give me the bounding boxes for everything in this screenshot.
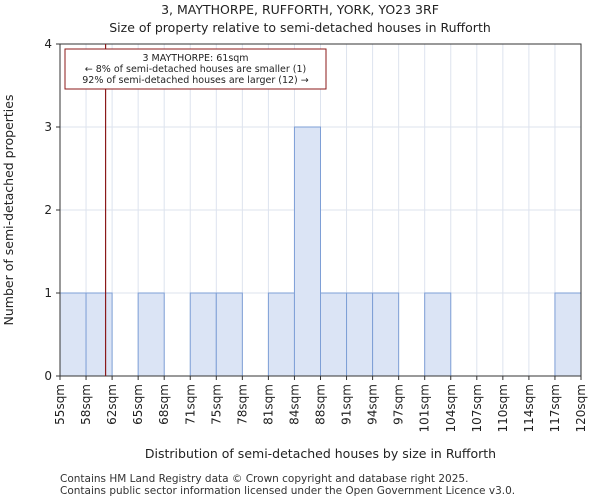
x-tick-label-84sqm: 84sqm	[287, 384, 301, 425]
x-tick-label-75sqm: 75sqm	[209, 384, 223, 425]
x-tick-label-81sqm: 81sqm	[261, 384, 275, 425]
x-tick-label-114sqm: 114sqm	[522, 384, 536, 432]
x-tick-label-104sqm: 104sqm	[444, 384, 458, 432]
y-tick-label-4: 4	[44, 37, 52, 51]
y-tick-label-2: 2	[44, 203, 52, 217]
x-tick-label-78sqm: 78sqm	[235, 384, 249, 425]
bar-88sqm	[320, 292, 348, 377]
footer-licence: Contains public sector information licen…	[60, 485, 516, 497]
footer-copyright: Contains HM Land Registry data © Crown c…	[60, 473, 469, 485]
x-tick-label-58sqm: 58sqm	[79, 384, 93, 425]
bar-71sqm	[189, 292, 217, 377]
bar-81sqm	[267, 292, 295, 377]
x-tick-label-88sqm: 88sqm	[314, 384, 328, 425]
x-tick-label-101sqm: 101sqm	[418, 384, 432, 432]
y-tick-label-1: 1	[44, 286, 52, 300]
x-tick-label-110sqm: 110sqm	[496, 384, 510, 432]
x-tick-label-94sqm: 94sqm	[366, 384, 380, 425]
x-tick-label-71sqm: 71sqm	[183, 384, 197, 425]
bar-117sqm	[554, 292, 582, 377]
x-tick-label-107sqm: 107sqm	[470, 384, 484, 432]
x-tick-label-117sqm: 117sqm	[548, 384, 562, 432]
x-tick-label-68sqm: 68sqm	[157, 384, 171, 425]
bar-94sqm	[372, 292, 400, 377]
x-tick-label-120sqm: 120sqm	[574, 384, 588, 432]
y-axis-label: Number of semi-detached properties	[1, 95, 16, 326]
bar-101sqm	[424, 292, 452, 377]
bar-75sqm	[215, 292, 243, 377]
histogram-chart: 0 1 2 3 4 55sqm 58sqm 62sqm 65sqm 68sqm 71sqm 75sq…	[1, 37, 588, 461]
annotation-line-2: ← 8% of semi-detached houses are smaller…	[85, 64, 306, 75]
x-tick-label-55sqm: 55sqm	[53, 384, 67, 425]
annotation-line-3: 92% of semi-detached houses are larger (…	[82, 75, 309, 86]
x-tick-label-65sqm: 65sqm	[131, 384, 145, 425]
x-tick-label-97sqm: 97sqm	[392, 384, 406, 425]
chart-title: 3, MAYTHORPE, RUFFORTH, YORK, YO23 3RF	[161, 2, 439, 17]
bar-84sqm	[293, 126, 322, 377]
annotation-line-1: 3 MAYTHORPE: 61sqm	[142, 53, 248, 64]
bars	[59, 126, 582, 377]
x-ticks: 55sqm 58sqm 62sqm 65sqm 68sqm 71sqm 75sqm 78sqm…	[53, 376, 588, 432]
y-tick-label-0: 0	[44, 369, 52, 383]
bar-65sqm	[137, 292, 165, 377]
bar-58sqm	[85, 292, 113, 377]
y-ticks: 0 1 2 3 4	[44, 37, 60, 383]
y-tick-label-3: 3	[44, 120, 52, 134]
bar-55sqm	[59, 292, 87, 377]
annotation-box	[64, 48, 327, 90]
bar-91sqm	[346, 292, 374, 377]
x-tick-label-62sqm: 62sqm	[105, 384, 119, 425]
x-tick-label-91sqm: 91sqm	[340, 384, 354, 425]
chart-subtitle: Size of property relative to semi-detach…	[109, 20, 491, 35]
x-axis-label: Distribution of semi-detached houses by …	[145, 446, 496, 461]
